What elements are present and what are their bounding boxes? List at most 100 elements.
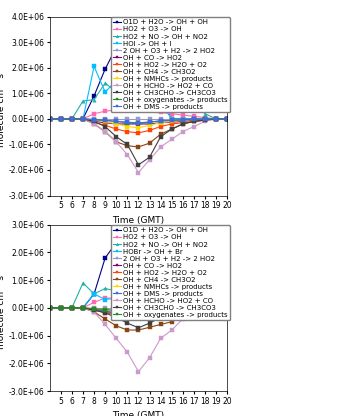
HO2 + NO -> OH + NO2 bbox=[59, 116, 63, 121]
OH + CH3CHO -> CH3CO3 bbox=[48, 116, 52, 121]
HO2 + O3 -> OH bbox=[114, 296, 119, 301]
HO2 + NO -> OH + NO2 bbox=[203, 111, 207, 116]
Line: OH + oxygenates -> products: OH + oxygenates -> products bbox=[48, 117, 229, 125]
O1D + H2O -> OH + OH bbox=[114, 240, 119, 245]
2 OH + O3 + H2 -> 2 HO2 bbox=[158, 305, 163, 310]
HOBr -> OH + Br bbox=[136, 297, 141, 302]
HOBr -> OH + Br bbox=[158, 297, 163, 302]
OH + DMS -> products bbox=[81, 116, 85, 121]
OH + oxygenates -> products bbox=[70, 305, 74, 310]
OH + HCHO -> HO2 + CO bbox=[147, 355, 152, 360]
OH + HO2 -> H2O + O2 bbox=[136, 130, 141, 135]
OH + CH3CHO -> CH3CO3 bbox=[103, 310, 107, 315]
OH + CO -> HO2 bbox=[170, 120, 174, 125]
OH + CH4 -> CH3O2 bbox=[114, 323, 119, 328]
O1D + H2O -> OH + OH bbox=[125, 49, 130, 54]
OH + oxygenates -> products bbox=[147, 120, 152, 125]
O1D + H2O -> OH + OH bbox=[92, 292, 96, 297]
Line: OH + NMHCs -> products: OH + NMHCs -> products bbox=[48, 117, 229, 129]
2 OH + O3 + H2 -> 2 HO2 bbox=[125, 305, 130, 310]
OH + CH4 -> CH3O2 bbox=[48, 116, 52, 121]
OH + CH4 -> CH3O2 bbox=[214, 116, 218, 121]
HOI -> OH + I bbox=[214, 116, 218, 121]
OH + HO2 -> H2O + O2 bbox=[147, 312, 152, 317]
OH + CH4 -> CH3O2 bbox=[158, 132, 163, 137]
2 OH + O3 + H2 -> 2 HO2 bbox=[48, 116, 52, 121]
HOI -> OH + I bbox=[225, 116, 229, 121]
OH + oxygenates -> products bbox=[170, 118, 174, 123]
OH + CO -> HO2 bbox=[136, 121, 141, 126]
OH + CH4 -> CH3O2 bbox=[136, 144, 141, 149]
Line: HOBr -> OH + Br: HOBr -> OH + Br bbox=[48, 292, 229, 310]
OH + CH4 -> CH3O2 bbox=[214, 305, 218, 310]
2 OH + O3 + H2 -> 2 HO2 bbox=[114, 116, 119, 121]
2 OH + O3 + H2 -> 2 HO2 bbox=[147, 305, 152, 310]
O1D + H2O -> OH + OH bbox=[181, 305, 185, 310]
HO2 + NO -> OH + NO2 bbox=[92, 292, 96, 297]
OH + oxygenates -> products bbox=[203, 116, 207, 121]
OH + CH4 -> CH3O2 bbox=[48, 305, 52, 310]
2 OH + O3 + H2 -> 2 HO2 bbox=[203, 305, 207, 310]
HO2 + O3 -> OH bbox=[192, 302, 196, 307]
OH + oxygenates -> products bbox=[192, 306, 196, 311]
OH + CO -> HO2 bbox=[92, 307, 96, 312]
Y-axis label: molecule cm⁻³ s⁻¹: molecule cm⁻³ s⁻¹ bbox=[0, 65, 6, 147]
OH + CH4 -> CH3O2 bbox=[192, 310, 196, 314]
HO2 + NO -> OH + NO2 bbox=[158, 82, 163, 87]
2 OH + O3 + H2 -> 2 HO2 bbox=[158, 116, 163, 121]
2 OH + O3 + H2 -> 2 HO2 bbox=[81, 305, 85, 310]
O1D + H2O -> OH + OH bbox=[70, 305, 74, 310]
OH + NMHCs -> products bbox=[214, 116, 218, 121]
HO2 + NO -> OH + NO2 bbox=[81, 99, 85, 104]
2 OH + O3 + H2 -> 2 HO2 bbox=[192, 116, 196, 121]
OH + HO2 -> H2O + O2 bbox=[59, 116, 63, 121]
OH + CH4 -> CH3O2 bbox=[170, 126, 174, 131]
OH + CO -> HO2 bbox=[103, 309, 107, 314]
OH + DMS -> products bbox=[158, 310, 163, 315]
OH + CO -> HO2 bbox=[59, 305, 63, 310]
HO2 + NO -> OH + NO2 bbox=[203, 302, 207, 307]
OH + oxygenates -> products bbox=[114, 119, 119, 124]
OH + oxygenates -> products bbox=[136, 121, 141, 126]
OH + NMHCs -> products bbox=[103, 119, 107, 124]
HOI -> OH + I bbox=[181, 116, 185, 121]
OH + CH3CHO -> CH3CO3 bbox=[158, 134, 163, 139]
2 OH + O3 + H2 -> 2 HO2 bbox=[81, 116, 85, 121]
Line: OH + CH3CHO -> CH3CO3: OH + CH3CHO -> CH3CO3 bbox=[48, 306, 229, 329]
HOBr -> OH + Br bbox=[147, 296, 152, 301]
HOI -> OH + I bbox=[125, 91, 130, 96]
HO2 + O3 -> OH bbox=[192, 114, 196, 119]
HO2 + NO -> OH + NO2 bbox=[103, 81, 107, 86]
2 OH + O3 + H2 -> 2 HO2 bbox=[114, 305, 119, 310]
OH + NMHCs -> products bbox=[136, 310, 141, 315]
OH + oxygenates -> products bbox=[136, 309, 141, 314]
OH + HCHO -> HO2 + CO bbox=[103, 129, 107, 134]
OH + CH4 -> CH3O2 bbox=[59, 116, 63, 121]
O1D + H2O -> OH + OH bbox=[147, 51, 152, 56]
OH + CH3CHO -> CH3CO3 bbox=[192, 307, 196, 312]
O1D + H2O -> OH + OH bbox=[225, 305, 229, 310]
Line: HO2 + NO -> OH + NO2: HO2 + NO -> OH + NO2 bbox=[48, 82, 229, 121]
Line: OH + CH3CHO -> CH3CO3: OH + CH3CHO -> CH3CO3 bbox=[48, 117, 229, 166]
OH + CO -> HO2 bbox=[92, 119, 96, 124]
OH + HO2 -> H2O + O2 bbox=[158, 310, 163, 315]
HO2 + NO -> OH + NO2 bbox=[181, 93, 185, 98]
OH + HCHO -> HO2 + CO bbox=[225, 305, 229, 310]
OH + NMHCs -> products bbox=[214, 305, 218, 310]
OH + HCHO -> HO2 + CO bbox=[114, 336, 119, 341]
OH + HO2 -> H2O + O2 bbox=[225, 305, 229, 310]
HO2 + O3 -> OH bbox=[214, 116, 218, 121]
OH + NMHCs -> products bbox=[192, 306, 196, 311]
OH + NMHCs -> products bbox=[170, 307, 174, 312]
OH + CH4 -> CH3O2 bbox=[125, 143, 130, 148]
HO2 + O3 -> OH bbox=[92, 111, 96, 116]
OH + CO -> HO2 bbox=[225, 305, 229, 310]
OH + oxygenates -> products bbox=[214, 116, 218, 121]
OH + DMS -> products bbox=[203, 306, 207, 311]
HO2 + O3 -> OH bbox=[147, 107, 152, 112]
OH + DMS -> products bbox=[92, 307, 96, 312]
2 OH + O3 + H2 -> 2 HO2 bbox=[203, 116, 207, 121]
OH + NMHCs -> products bbox=[203, 306, 207, 311]
OH + DMS -> products bbox=[103, 118, 107, 123]
OH + HCHO -> HO2 + CO bbox=[136, 369, 141, 374]
